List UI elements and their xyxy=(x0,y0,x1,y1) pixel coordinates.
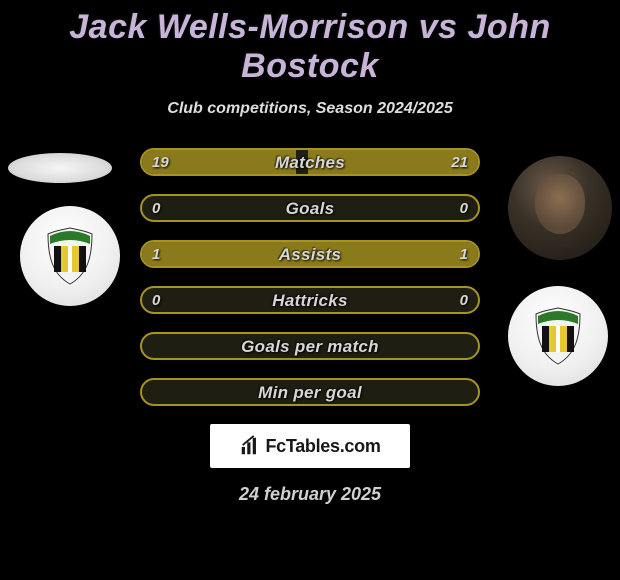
stat-row: 1921Matches xyxy=(140,148,480,176)
stats-area: 1921Matches 00Goals 11Assists 00Hattricks Go… xyxy=(0,148,620,406)
player-left-avatar xyxy=(8,153,112,183)
page-title: Jack Wells-Morrison vs John Bostock xyxy=(0,0,620,86)
stat-label: Goals per match xyxy=(142,334,478,358)
brand-text: FcTables.com xyxy=(265,436,380,457)
stat-row: Min per goal xyxy=(140,378,480,406)
stat-label: Goals xyxy=(142,196,478,220)
player-right-avatar xyxy=(508,156,612,260)
stat-label: Assists xyxy=(142,242,478,266)
club-badge-left xyxy=(20,206,120,306)
brand-box: FcTables.com xyxy=(210,424,410,468)
stat-label: Matches xyxy=(142,150,478,174)
stat-label: Hattricks xyxy=(142,288,478,312)
chart-icon xyxy=(239,435,261,457)
shield-icon xyxy=(528,306,588,366)
stat-row: 00Goals xyxy=(140,194,480,222)
stat-label: Min per goal xyxy=(142,380,478,404)
date-text: 24 february 2025 xyxy=(0,484,620,505)
subtitle: Club competitions, Season 2024/2025 xyxy=(0,100,620,118)
stat-row: Goals per match xyxy=(140,332,480,360)
shield-icon xyxy=(40,226,100,286)
stat-row: 11Assists xyxy=(140,240,480,268)
club-badge-right xyxy=(508,286,608,386)
stat-row: 00Hattricks xyxy=(140,286,480,314)
